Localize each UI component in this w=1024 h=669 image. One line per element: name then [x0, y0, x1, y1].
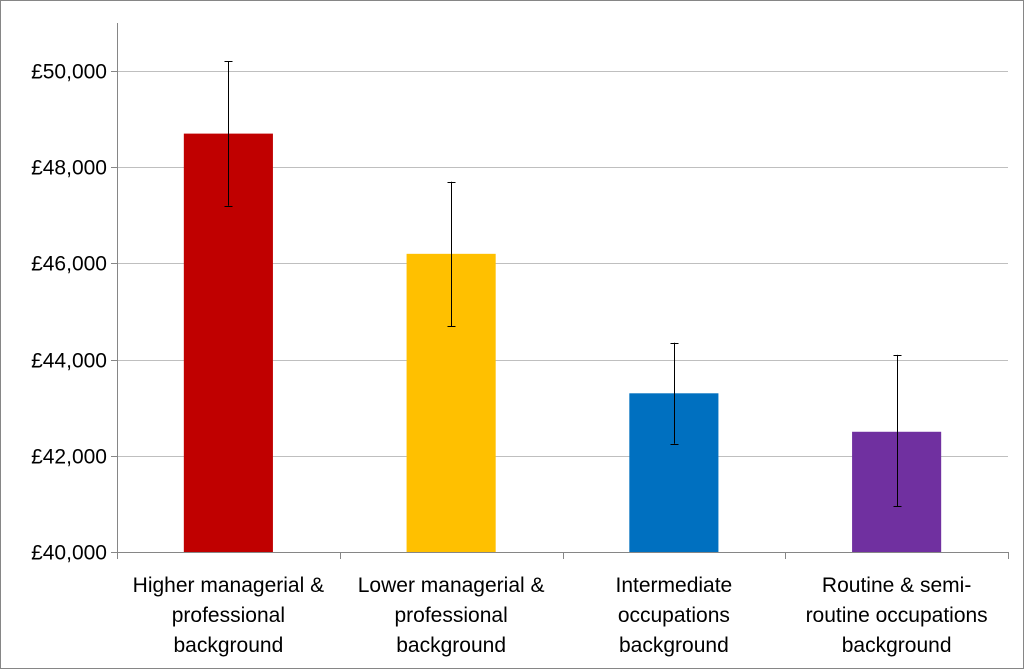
- x-category-label-line: Higher managerial &: [133, 574, 324, 597]
- y-tick-label: £46,000: [31, 253, 107, 276]
- labels: £40,000 £42,000 £44,000 £46,000 £48,000 £50,0…: [31, 61, 988, 658]
- bar: [852, 431, 942, 552]
- y-tick-label: £44,000: [31, 350, 107, 373]
- axes: [111, 23, 1009, 559]
- bars: [183, 133, 942, 553]
- x-category-label-line: background: [396, 634, 506, 657]
- x-category-label-line: background: [842, 634, 952, 657]
- x-category-label: Higher managerial & professional backgroun…: [133, 574, 324, 657]
- error-bars: [224, 61, 902, 507]
- y-tick-label: £50,000: [31, 61, 107, 84]
- x-category-label-line: Intermediate: [616, 574, 733, 597]
- y-tick-label: £42,000: [31, 446, 107, 469]
- x-category-label-line: professional: [395, 604, 508, 627]
- x-category-label-line: background: [619, 634, 729, 657]
- y-tick-label: £40,000: [31, 542, 107, 565]
- x-category-label-line: professional: [172, 604, 285, 627]
- bar: [629, 393, 719, 552]
- y-tick-label: £48,000: [31, 157, 107, 180]
- x-category-label: Routine & semi-routine occupations backgr…: [806, 574, 988, 657]
- x-category-label-line: occupations: [618, 604, 730, 627]
- x-category-label-line: Lower managerial &: [358, 574, 545, 597]
- x-category-label-line: routine occupations: [806, 604, 988, 627]
- x-category-label: Intermediate occupations background: [616, 574, 733, 657]
- x-category-label-line: background: [174, 634, 284, 657]
- x-category-label: Lower managerial & professional background: [358, 574, 545, 657]
- x-category-label-line: Routine & semi-: [822, 574, 971, 597]
